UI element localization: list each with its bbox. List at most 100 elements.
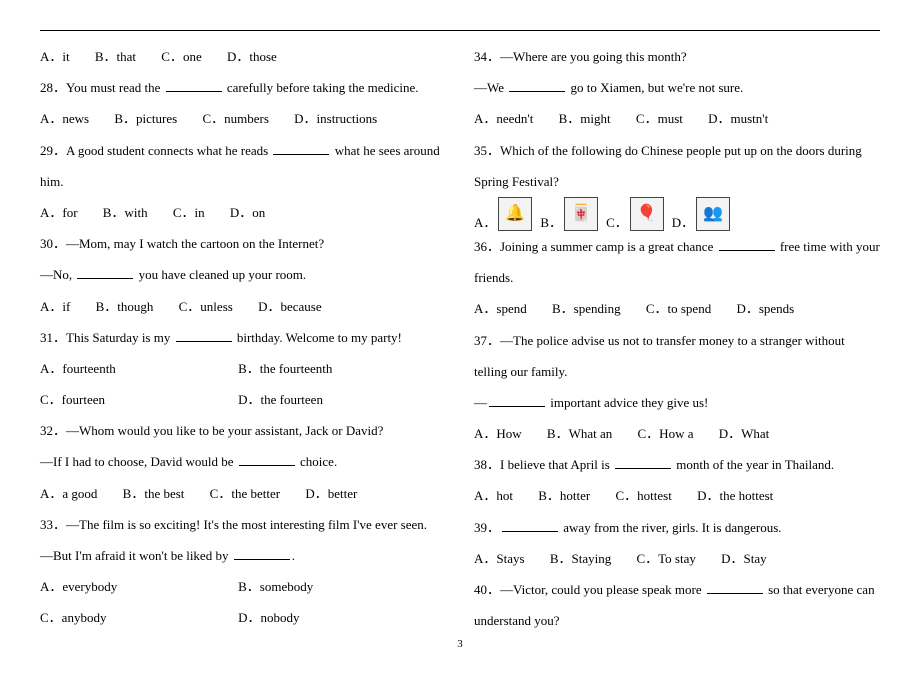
opt-a: A．everybody <box>40 571 235 602</box>
q36-line2: friends. <box>474 262 880 293</box>
q34-line-b: —We go to Xiamen, but we're not sure. <box>474 72 880 103</box>
q29-line2: him. <box>40 166 446 197</box>
text: 36．Joining a summer camp is a great chan… <box>474 239 717 254</box>
opt-b: B．hotter <box>538 488 590 503</box>
text: —If I had to choose, David would be <box>40 454 237 469</box>
opt-c: C．numbers <box>202 111 268 126</box>
q37-line-c: — important advice they give us! <box>474 387 880 418</box>
q39-stem: 39． away from the river, girls. It is da… <box>474 512 880 543</box>
opt-a: A．for <box>40 205 78 220</box>
blank <box>719 240 775 251</box>
opt-d: D．What <box>719 426 770 441</box>
balloon-icon: 🎈 <box>630 197 664 231</box>
opt-c: C．anybody <box>40 602 235 633</box>
blank <box>502 520 558 531</box>
q37-line-a: 37．—The police advise us not to transfer… <box>474 325 880 356</box>
text: you have cleaned up your room. <box>135 267 306 282</box>
opt-c: C．unless <box>179 299 233 314</box>
blank <box>509 81 565 92</box>
q31-stem: 31．This Saturday is my birthday. Welcome… <box>40 322 446 353</box>
text: 39． <box>474 520 500 535</box>
worksheet-page: A．it B．that C．one D．those 28．You must re… <box>40 30 880 650</box>
opt-b: B．pictures <box>114 111 177 126</box>
opt-a: A．fourteenth <box>40 353 235 384</box>
right-column: 34．—Where are you going this month? —We … <box>474 41 880 636</box>
text: 38．I believe that April is <box>474 457 613 472</box>
q30-options: A．if B．though C．unless D．because <box>40 291 446 322</box>
blank <box>239 455 295 466</box>
text: 40．—Victor, could you please speak more <box>474 582 705 597</box>
blank <box>615 458 671 469</box>
opt-a: A．if <box>40 299 70 314</box>
label-d: D． <box>672 215 694 231</box>
text: carefully before taking the medicine. <box>224 80 419 95</box>
opt-c: C．to spend <box>646 301 711 316</box>
q32-options: A．a good B．the best C．the better D．bette… <box>40 478 446 509</box>
opt-b: B．the best <box>123 486 185 501</box>
opt-d: D．spends <box>736 301 794 316</box>
opt-a: A．news <box>40 111 89 126</box>
q39-options: A．Stays B．Staying C．To stay D．Stay <box>474 543 880 574</box>
opt-d: D．better <box>305 486 357 501</box>
opt-c: C．the better <box>210 486 280 501</box>
opt-a: A．needn't <box>474 111 533 126</box>
blank <box>166 81 222 92</box>
q27-options: A．it B．that C．one D．those <box>40 41 446 72</box>
opt-b: B．What an <box>547 426 612 441</box>
q29-options: A．for B．with C．in D．on <box>40 197 446 228</box>
blank <box>77 268 133 279</box>
opt-b-wrap: B．🀄 <box>540 197 598 231</box>
blank <box>234 549 290 560</box>
opt-b: B．that <box>95 49 136 64</box>
q40-stem: 40．—Victor, could you please speak more … <box>474 574 880 605</box>
text: go to Xiamen, but we're not sure. <box>567 80 743 95</box>
opt-d: D．the fourteen <box>238 384 433 415</box>
opt-d: D．the hottest <box>697 488 773 503</box>
text: important advice they give us! <box>547 395 708 410</box>
text: 31．This Saturday is my <box>40 330 174 345</box>
opt-d: D．mustn't <box>708 111 768 126</box>
scroll-icon: 🀄 <box>564 197 598 231</box>
q33-options: A．everybody B．somebody <box>40 571 446 602</box>
left-column: A．it B．that C．one D．those 28．You must re… <box>40 41 446 636</box>
text: —But I'm afraid it won't be liked by <box>40 548 232 563</box>
q28-options: A．news B．pictures C．numbers D．instructio… <box>40 103 446 134</box>
q40-line2: understand you? <box>474 605 880 636</box>
opt-b: B．somebody <box>238 571 433 602</box>
bell-icon: 🔔 <box>498 197 532 231</box>
text: —No, <box>40 267 75 282</box>
two-column-layout: A．it B．that C．one D．those 28．You must re… <box>40 41 880 636</box>
blank <box>176 330 232 341</box>
opt-d: D．instructions <box>294 111 377 126</box>
text: — <box>474 395 487 410</box>
q33-line-b: —But I'm afraid it won't be liked by . <box>40 540 446 571</box>
q32-line-b: —If I had to choose, David would be choi… <box>40 446 446 477</box>
label-a: A． <box>474 215 496 231</box>
text: away from the river, girls. It is danger… <box>560 520 782 535</box>
opt-c: C．fourteen <box>40 384 235 415</box>
q35-line-b: Spring Festival? <box>474 166 880 197</box>
opt-b: B．the fourteenth <box>238 353 433 384</box>
page-number: 3 <box>40 638 880 650</box>
text: what he sees around <box>331 143 439 158</box>
opt-b: B．spending <box>552 301 621 316</box>
figure-icon: 👥 <box>696 197 730 231</box>
opt-d: D．because <box>258 299 322 314</box>
text: —We <box>474 80 507 95</box>
opt-c: C．hottest <box>616 488 672 503</box>
blank <box>707 583 763 594</box>
q34-line-a: 34．—Where are you going this month? <box>474 41 880 72</box>
opt-b: B．Staying <box>550 551 611 566</box>
opt-b: B．though <box>96 299 154 314</box>
text: choice. <box>297 454 337 469</box>
q28-stem: 28．You must read the carefully before ta… <box>40 72 446 103</box>
q36-stem: 36．Joining a summer camp is a great chan… <box>474 231 880 262</box>
q31-options: A．fourteenth B．the fourteenth <box>40 353 446 384</box>
opt-a: A．it <box>40 49 70 64</box>
opt-d: D．Stay <box>721 551 767 566</box>
q33-line-a: 33．—The film is so exciting! It's the mo… <box>40 509 446 540</box>
text: 28．You must read the <box>40 80 164 95</box>
opt-c: C．one <box>161 49 201 64</box>
q38-stem: 38．I believe that April is month of the … <box>474 449 880 480</box>
text: birthday. Welcome to my party! <box>234 330 402 345</box>
